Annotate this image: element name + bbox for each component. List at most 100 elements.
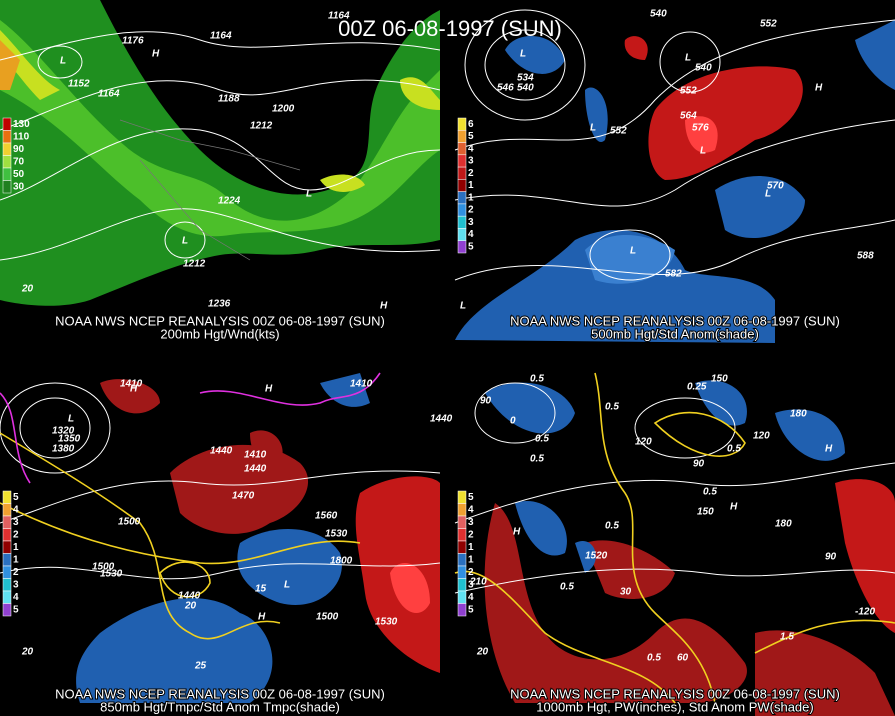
contour-label: H	[380, 301, 388, 312]
legend-swatch	[2, 490, 12, 504]
contour-label: 588	[857, 251, 874, 262]
legend-label: 1	[13, 554, 19, 565]
contour-label: 552	[610, 126, 627, 137]
caption-source: NOAA NWS NCEP REANALYSIS 00Z 06-08-1997 …	[55, 313, 385, 328]
contour-label: H	[265, 384, 273, 395]
legend-swatch	[2, 142, 12, 156]
legend-swatch	[2, 603, 12, 617]
legend-label: 90	[13, 144, 25, 155]
legend-label: 5	[468, 492, 474, 503]
contour-label: 1530	[100, 569, 123, 580]
legend-label: 1	[468, 542, 474, 553]
legend-label: 5	[468, 131, 474, 142]
legend-label: 2	[468, 205, 474, 216]
contour-label: 1212	[183, 259, 206, 270]
legend-label: 2	[468, 567, 474, 578]
contour-label: 540	[517, 83, 534, 94]
contour-label: 552	[680, 86, 697, 97]
legend-label: 110	[13, 131, 30, 142]
panel-200mb: 1176 1164 1164 L 1152 1164 H 1188 1200 1212 1224 L 1…	[0, 0, 440, 343]
legend-swatch	[457, 154, 467, 168]
legend-swatch	[457, 490, 467, 504]
legend-swatch	[457, 228, 467, 241]
legend-swatch	[2, 155, 12, 169]
contour-label: 1410	[244, 450, 267, 461]
contour-label: 540	[650, 9, 667, 20]
contour-label: 1212	[250, 121, 273, 132]
contour-label: 0.5	[605, 402, 619, 413]
contour-label: 20	[476, 647, 489, 658]
contour-label: L	[765, 189, 771, 200]
contour-label: 1224	[218, 196, 241, 207]
caption-source: NOAA NWS NCEP REANALYSIS 00Z 06-08-1997 …	[510, 313, 840, 328]
contour-label: H	[152, 49, 160, 60]
contour-label: 0.5	[727, 444, 741, 455]
legend-swatch	[457, 565, 467, 579]
legend-swatch	[457, 130, 467, 143]
contour-label: L	[630, 246, 636, 257]
legend-swatch	[457, 590, 467, 604]
legend-swatch	[457, 578, 467, 592]
legend-label: 3	[468, 517, 474, 528]
contour-label: H	[815, 83, 823, 94]
panel-1000mb: 0.5 1500.250.59000.50.5120120180H900.50.5…	[454, 372, 895, 716]
contour-label: H	[130, 384, 138, 395]
legend-label: 4	[468, 229, 474, 240]
legend-label: 6	[468, 119, 474, 130]
contour-label: 1410	[350, 379, 373, 390]
contour-label: 0.5	[530, 374, 544, 385]
legend-swatch	[457, 179, 467, 192]
contour-label: 20	[184, 601, 197, 612]
contour-label: 1440	[210, 446, 233, 457]
legend-swatch	[2, 503, 12, 517]
contour-label: L	[284, 580, 290, 591]
contour-label: 1440	[244, 464, 267, 475]
legend-swatch	[457, 603, 467, 617]
legend-label: 4	[13, 504, 19, 515]
caption-source: NOAA NWS NCEP REANALYSIS 00Z 06-08-1997 …	[55, 686, 385, 701]
legend-label: 50	[13, 169, 25, 180]
contour-label: 1410	[120, 379, 143, 390]
legend-label: 4	[468, 592, 474, 603]
contour-label: L	[520, 49, 526, 60]
contour-label: 534	[517, 73, 534, 84]
legend-label: 5	[13, 492, 19, 503]
contour-label: 90	[825, 552, 837, 563]
contour-label: 1520	[585, 551, 608, 562]
contour-label: 582	[665, 269, 682, 280]
legend-swatch	[457, 117, 467, 131]
contour-label: 1.5	[780, 632, 794, 643]
legend-label: 3	[13, 579, 19, 590]
contour-label: 180	[790, 409, 807, 420]
contour-label: L	[700, 146, 706, 157]
caption-field: 850mb Hgt/Tmpc/Std Anom Tmpc(shade)	[100, 699, 340, 714]
caption-source: NOAA NWS NCEP REANALYSIS 00Z 06-08-1997 …	[510, 686, 840, 701]
contour-label: 1440	[178, 591, 201, 602]
legend-label: 5	[468, 604, 474, 615]
contour-label: 1164	[210, 31, 232, 42]
legend-swatch	[2, 565, 12, 579]
contour-label: 15	[255, 584, 267, 595]
legend-swatch	[2, 528, 12, 542]
contour-label: 0.5	[703, 487, 717, 498]
legend-label: 3	[468, 579, 474, 590]
contour-label: L	[60, 56, 66, 67]
contour-label: L	[68, 414, 74, 425]
contour-label: 20	[21, 647, 34, 658]
legend-swatch	[457, 240, 467, 254]
contour-label: 210	[469, 577, 487, 588]
legend-swatch	[457, 540, 467, 554]
contour-label: 1560	[315, 511, 338, 522]
caption-field: 200mb Hgt/Wnd(kts)	[160, 326, 279, 341]
legend-swatch	[2, 167, 12, 181]
legend-swatch	[457, 528, 467, 542]
map-title: 00Z 06-08-1997 (SUN)	[338, 16, 562, 41]
contour-label: 1500	[92, 562, 115, 573]
contour-label: L	[685, 53, 691, 64]
contour-label: 1152	[68, 79, 90, 90]
contour-label: 120	[753, 431, 770, 442]
contour-label: 90	[480, 396, 492, 407]
legend-swatch	[457, 203, 467, 217]
